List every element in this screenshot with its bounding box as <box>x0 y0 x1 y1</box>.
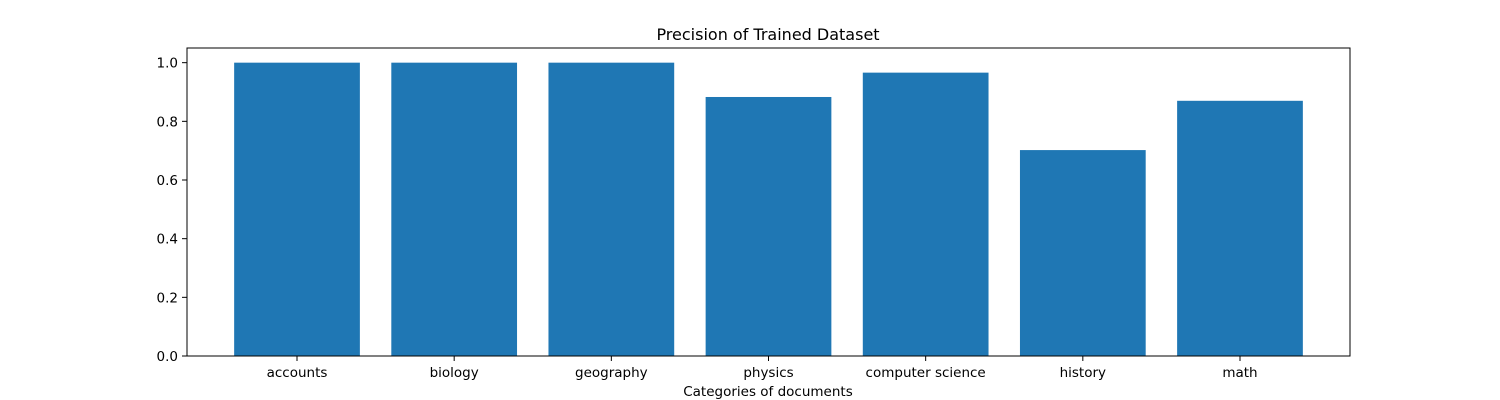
y-tick-label: 0.0 <box>157 349 178 365</box>
bar-physics <box>705 96 832 356</box>
chart-title: Precision of Trained Dataset <box>656 25 879 44</box>
x-tick-label: math <box>1222 365 1257 381</box>
x-tick-label: physics <box>743 365 793 381</box>
y-tick-label: 0.6 <box>157 173 178 189</box>
plot-frame <box>186 47 1351 357</box>
bar-accounts <box>234 62 360 357</box>
y-tick-label: 0.2 <box>157 290 178 306</box>
x-tick-label: computer science <box>866 365 986 381</box>
y-axis: 0.0 0.2 0.4 0.6 0.8 1.0 <box>157 56 187 365</box>
y-tick-label: 1.0 <box>157 56 178 72</box>
bar-computer-science <box>862 72 989 356</box>
x-tick-label: geography <box>575 365 648 381</box>
bar-history <box>1019 150 1146 356</box>
x-tick-label: accounts <box>267 365 328 381</box>
bars-layer <box>234 62 1303 357</box>
x-tick-label: history <box>1060 365 1106 381</box>
x-axis: accounts biology geography physics computer … <box>267 356 1258 381</box>
bar-geography <box>548 62 675 357</box>
bar-biology <box>391 62 518 357</box>
x-axis-label: Categories of documents <box>683 384 853 400</box>
y-tick-label: 0.8 <box>157 114 178 130</box>
x-tick-label: biology <box>430 365 479 381</box>
bar-math <box>1177 100 1303 356</box>
y-tick-label: 0.4 <box>157 232 178 248</box>
